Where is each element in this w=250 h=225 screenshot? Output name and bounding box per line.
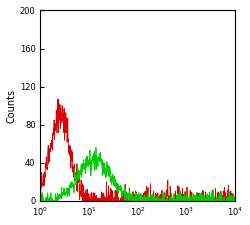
Y-axis label: Counts: Counts (7, 89, 17, 123)
